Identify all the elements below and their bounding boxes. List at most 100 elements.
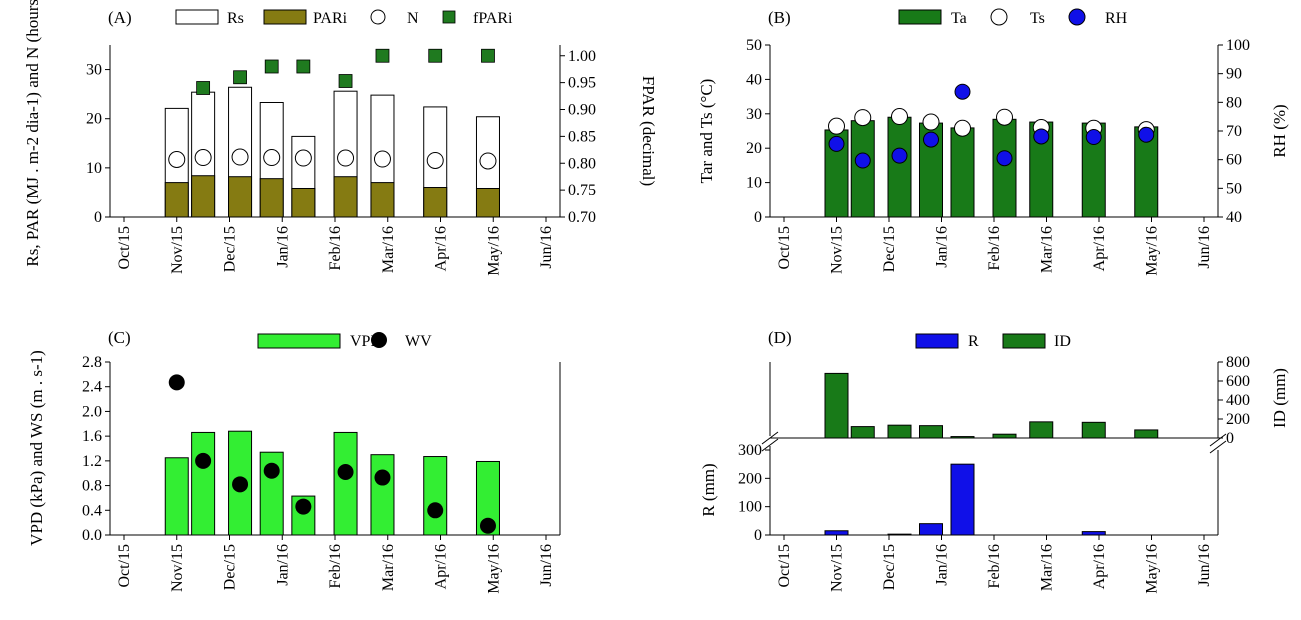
panel-c-left-y-tick-label: 0.0 — [82, 527, 102, 544]
rh-point — [1033, 128, 1050, 145]
panel-d-lower-y-tick-label: 200 — [738, 470, 762, 487]
panel-c-x-tick-label: Dec/15 — [222, 544, 239, 590]
panel-c-left-y-tick-label: 2.4 — [82, 379, 102, 396]
ts-point — [954, 119, 971, 137]
n-point — [294, 149, 312, 167]
panel-b-y-label-right: RH (%) — [1270, 104, 1289, 157]
fpari-point — [428, 48, 443, 63]
rh-point — [854, 152, 871, 169]
legend-rs-swatch — [175, 9, 219, 25]
n-point — [337, 149, 355, 167]
ta-bar — [850, 120, 875, 218]
legend-vpd-swatch — [257, 333, 341, 349]
ts-point — [854, 109, 872, 127]
id-bar — [992, 433, 1017, 439]
panel-b-right-y-tick-label: 80 — [1226, 94, 1242, 111]
panel-a-right-y-tick-label: 0.75 — [568, 182, 596, 199]
fpari-point — [375, 48, 390, 63]
panel-b-label: (B) — [768, 8, 791, 27]
r-bar — [887, 533, 912, 536]
panel-b-left-y-tick-label: 20 — [746, 140, 762, 157]
n-point — [479, 152, 497, 170]
legend-pari-label: PARi — [313, 10, 348, 27]
fpari-point — [233, 70, 247, 85]
r-bar — [1081, 531, 1106, 536]
r-bar — [824, 530, 849, 536]
panel-c-y-label: VPD (kPa) and WS (m . s-1) — [27, 350, 46, 546]
wv-point — [427, 502, 444, 519]
ta-bar — [887, 116, 912, 218]
legend-r-swatch — [915, 333, 959, 349]
panel-a-x-tick-label: Jan/16 — [274, 226, 291, 268]
vpd-bar — [475, 460, 500, 536]
fpari-point — [264, 59, 279, 74]
panel-c-left-y-tick-label: 0.4 — [82, 502, 102, 519]
legend-rs-label: Rs — [227, 10, 244, 27]
panel-c-left-y-tick-label: 1.6 — [82, 428, 102, 445]
vpd-bar — [423, 456, 448, 536]
legend-ts-label: Ts — [1030, 10, 1045, 27]
rh-point — [1138, 126, 1155, 143]
rh-point — [923, 131, 939, 148]
panel-b-x-tick-label: Mar/16 — [1039, 226, 1056, 273]
rh-point — [891, 147, 908, 164]
id-bar — [950, 436, 975, 439]
vpd-bar — [164, 457, 189, 536]
panel-b-right-y-tick-label: 60 — [1226, 152, 1242, 169]
pari-bar — [291, 187, 316, 218]
panel-d-x-tick-label: Feb/16 — [986, 544, 1003, 588]
legend-ta-label: Ta — [951, 10, 967, 27]
panel-c-left-y-tick-label: 0.8 — [82, 478, 102, 495]
panel-b-left-y-tick-label: 10 — [746, 175, 762, 192]
panel-a-left-y-tick-label: 30 — [86, 62, 102, 79]
panel-a-left-y-tick-label: 10 — [86, 160, 102, 177]
rh-point — [954, 83, 971, 100]
panel-b-y-label-left: Tar and Ts (°C) — [697, 79, 716, 184]
panel-b-x-tick-label: Apr/16 — [1091, 226, 1108, 271]
panel-a: (A) Rs PARi N fPARi Rs, PAR (MJ . m-2 di… — [23, 0, 658, 276]
panel-d-x-tick-label: Dec/15 — [881, 544, 898, 590]
wv-point — [195, 452, 212, 469]
panel-a-right-y-tick-label: 0.80 — [568, 155, 596, 172]
panel-d-upper-y-tick-label: 600 — [1226, 373, 1250, 390]
legend-wv-marker — [371, 332, 387, 348]
panel-a-x-tick-label: Feb/16 — [327, 226, 344, 270]
panel-a-right-y-tick-label: 0.70 — [568, 209, 596, 226]
legend-pari-swatch — [263, 9, 307, 25]
panel-d-x-tick-label: May/16 — [1144, 544, 1161, 594]
panel-d: (D) R ID R (mm) ID (mm) 0 200 400 600 800 0 10… — [699, 328, 1289, 594]
panel-a-y-label-line1: Rs, PAR (MJ . m-2 dia-1) and N (hours) — [23, 0, 42, 267]
r-bar — [919, 523, 943, 536]
panel-d-upper-y-tick-label: 800 — [1226, 354, 1250, 371]
pari-bar — [333, 176, 358, 218]
rh-point — [1085, 129, 1102, 146]
panel-c-left-y-tick-label: 2.8 — [82, 354, 102, 371]
panel-a-left-y-tick-label: 0 — [94, 209, 102, 226]
panel-a-right-y-tick-label: 0.90 — [568, 102, 596, 119]
pari-bar — [164, 182, 189, 218]
panel-d-lower-y-tick-label: 100 — [738, 499, 762, 516]
id-bar — [1134, 429, 1159, 439]
rh-point — [828, 135, 845, 152]
panel-a-x-tick-label: Nov/15 — [169, 226, 186, 274]
panel-d-x-tick-label: Jan/16 — [934, 544, 951, 586]
panel-d-x-tick-label: Oct/15 — [776, 544, 793, 588]
panel-d-x-tick-label: Mar/16 — [1039, 544, 1056, 591]
id-bar — [887, 424, 912, 439]
legend-n-label: N — [407, 10, 419, 27]
wv-point — [232, 476, 249, 493]
panel-d-plot: 0 200 400 600 800 0 100 200 300 Oct/15 Nov/15 Dec/1… — [738, 354, 1250, 594]
fpari-point — [481, 48, 495, 63]
panel-b-right-y-tick-label: 40 — [1226, 209, 1242, 226]
panel-a-right-y-tick-label: 1.00 — [568, 48, 596, 65]
wv-point — [295, 498, 312, 515]
panel-a-x-tick-label: May/16 — [485, 226, 502, 276]
wv-point — [263, 462, 280, 479]
panel-a-y-label-right: FPAR (decimal) — [639, 76, 658, 186]
panel-b-right-y-tick-label: 100 — [1226, 37, 1250, 54]
panel-c-x-tick-label: Oct/15 — [116, 544, 133, 588]
id-bar — [1081, 421, 1106, 439]
panel-b-left-y-tick-label: 0 — [754, 209, 762, 226]
panel-b-left-y-tick-label: 50 — [746, 37, 762, 54]
